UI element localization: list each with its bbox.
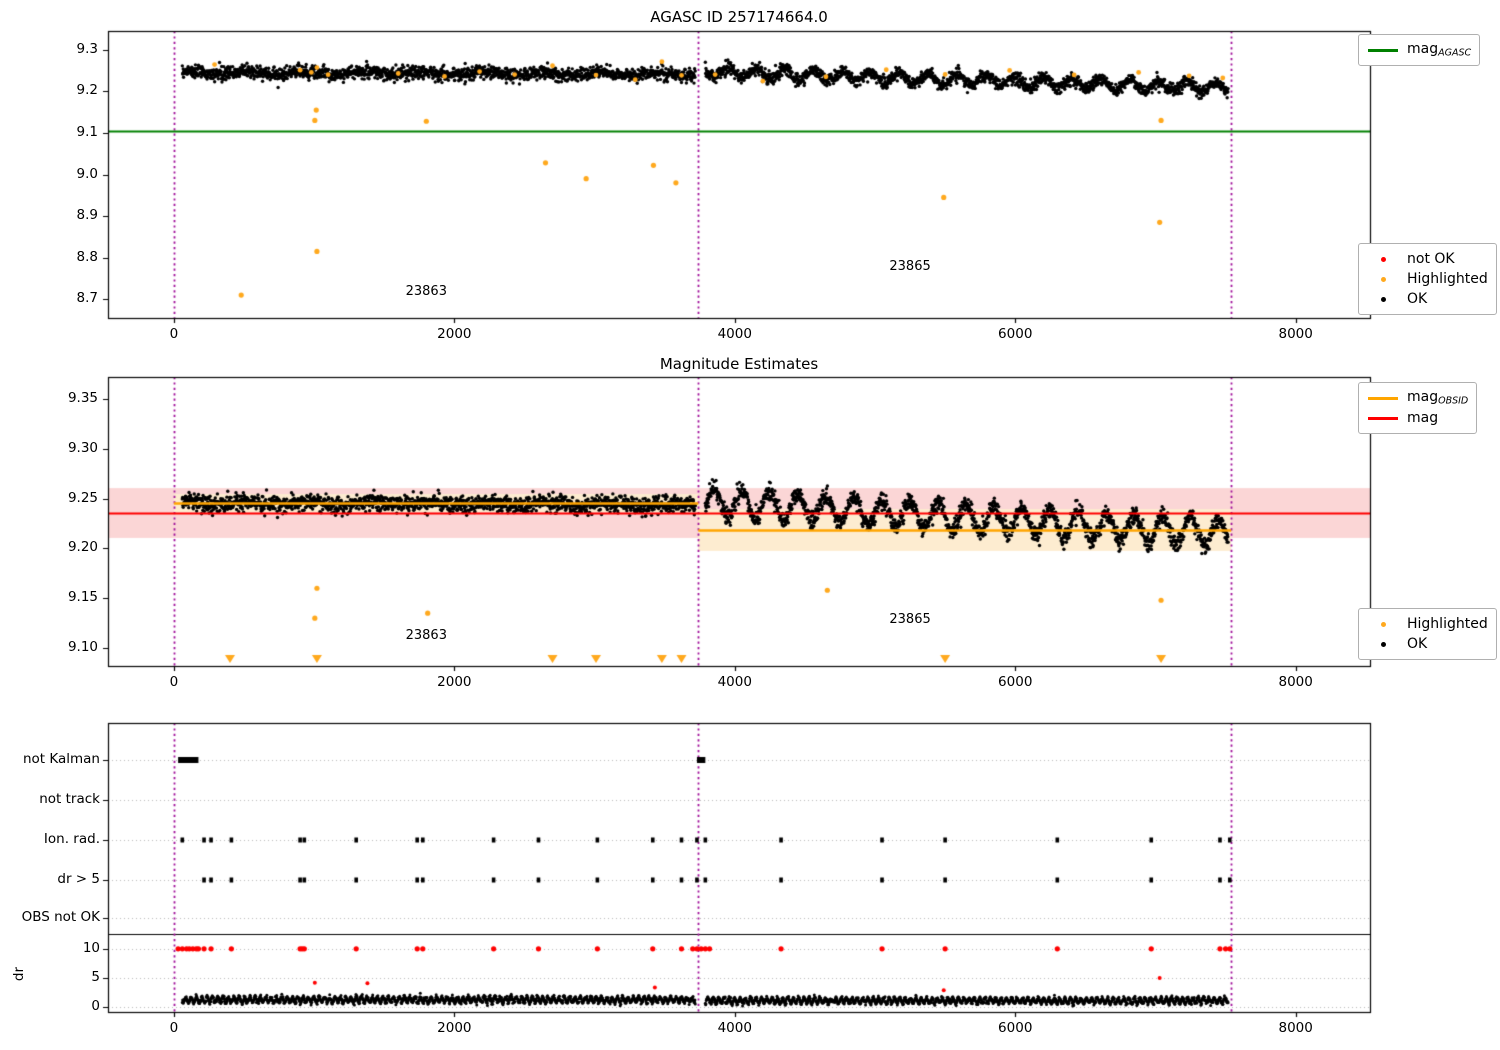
legend-dot-swatch — [1365, 296, 1401, 302]
legend-label: magOBSID — [1407, 389, 1469, 407]
line-swatch — [1368, 416, 1398, 420]
legend-entry[interactable]: mag — [1365, 408, 1468, 428]
legend-entry[interactable]: OK — [1365, 289, 1488, 309]
legend-entry[interactable]: not OK — [1365, 249, 1488, 269]
legend-label: Highlighted — [1407, 271, 1488, 287]
legend-label: Highlighted — [1407, 616, 1488, 632]
dot-swatch — [1380, 256, 1386, 262]
legend-label: magAGASC — [1407, 41, 1472, 59]
legend-line-swatch — [1365, 396, 1401, 400]
legend-label: OK — [1407, 291, 1428, 307]
dr-axis-label: dr — [11, 966, 28, 982]
legend-line-swatch — [1365, 48, 1401, 52]
dot-swatch — [1380, 621, 1386, 627]
legend-entry[interactable]: magAGASC — [1365, 40, 1471, 60]
legend-dot-swatch — [1365, 256, 1401, 262]
legend-point-status-panel-2[interactable]: Highlighted OK — [1358, 608, 1497, 660]
legend-mag-agasc[interactable]: magAGASC — [1358, 34, 1481, 66]
legend-dot-swatch — [1365, 641, 1401, 647]
legend-label: not OK — [1407, 251, 1455, 267]
legend-entry[interactable]: Highlighted — [1365, 614, 1488, 634]
dot-swatch — [1380, 276, 1386, 282]
legend-line-swatch — [1365, 416, 1401, 420]
line-swatch — [1368, 396, 1398, 400]
legend-dot-swatch — [1365, 621, 1401, 627]
legend-label: OK — [1407, 636, 1428, 652]
legend-dot-swatch — [1365, 276, 1401, 282]
legend-entry[interactable]: magOBSID — [1365, 388, 1468, 408]
line-swatch — [1368, 48, 1398, 52]
legend-mag-lines-panel-2[interactable]: magOBSID mag — [1358, 382, 1478, 434]
legend-point-status-panel-1[interactable]: not OK Highlighted OK — [1358, 243, 1497, 315]
legend-entry[interactable]: Highlighted — [1365, 269, 1488, 289]
legend-entry[interactable]: OK — [1365, 634, 1488, 654]
legend-label: mag — [1407, 410, 1439, 426]
dot-swatch — [1380, 641, 1386, 647]
dot-swatch — [1380, 296, 1386, 302]
